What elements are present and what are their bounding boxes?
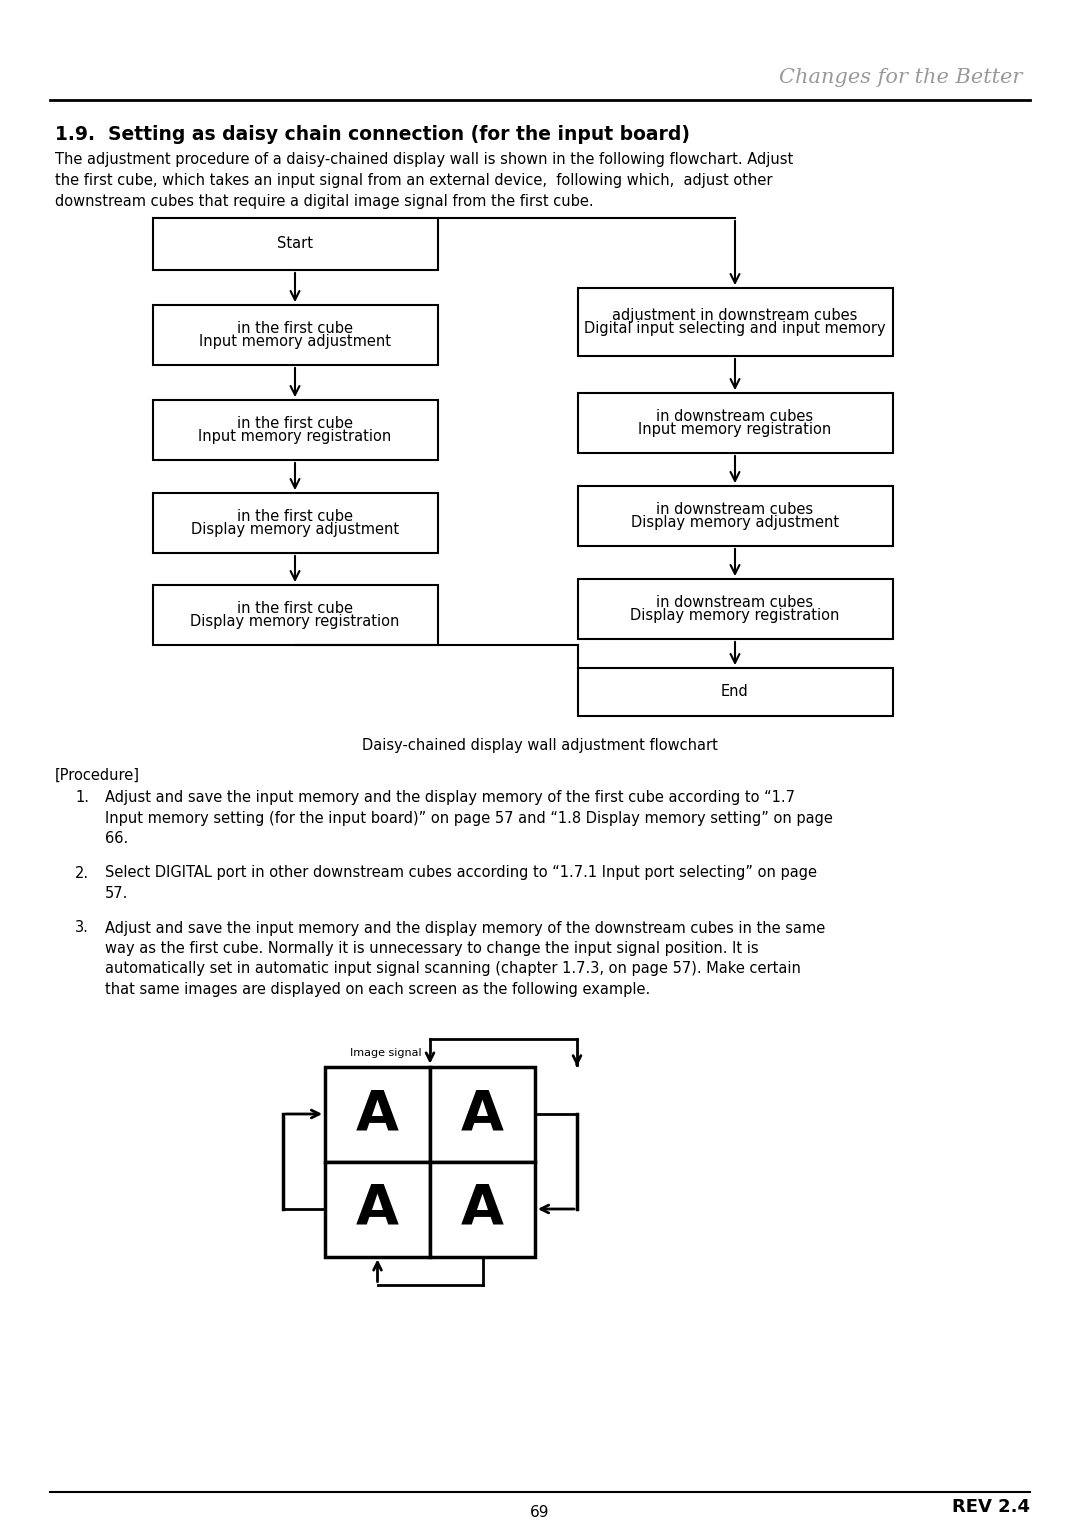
Text: Select DIGITAL port in other downstream cubes according to “1.7.1 Input port sel: Select DIGITAL port in other downstream … [105, 866, 816, 881]
Text: 2.: 2. [75, 866, 90, 881]
Text: in downstream cubes: in downstream cubes [657, 409, 813, 423]
Bar [578, 579, 892, 638]
Text: Display memory registration: Display memory registration [190, 614, 400, 629]
Bar [152, 400, 437, 460]
Text: REV 2.4: REV 2.4 [951, 1498, 1030, 1516]
Bar [578, 667, 892, 716]
Text: Adjust and save the input memory and the display memory of the first cube accord: Adjust and save the input memory and the… [105, 789, 795, 805]
Text: Adjust and save the input memory and the display memory of the downstream cubes : Adjust and save the input memory and the… [105, 921, 825, 936]
Text: Daisy-chained display wall adjustment flowchart: Daisy-chained display wall adjustment fl… [362, 738, 718, 753]
Text: way as the first cube. Normally it is unnecessary to change the input signal pos: way as the first cube. Normally it is un… [105, 941, 758, 956]
Text: Display memory adjustment: Display memory adjustment [631, 515, 839, 530]
Bar [152, 493, 437, 553]
Text: adjustment in downstream cubes: adjustment in downstream cubes [612, 307, 858, 322]
Text: Input memory registration: Input memory registration [199, 429, 392, 444]
Bar [325, 1066, 430, 1162]
Text: 3.: 3. [75, 921, 89, 936]
Text: Changes for the Better: Changes for the Better [779, 69, 1022, 87]
Text: Digital input selecting and input memory: Digital input selecting and input memory [584, 321, 886, 336]
Text: [Procedure]: [Procedure] [55, 768, 140, 783]
Text: Display memory adjustment: Display memory adjustment [191, 522, 400, 538]
Bar [578, 392, 892, 454]
Text: 57.: 57. [105, 886, 129, 901]
Text: Start: Start [276, 237, 313, 252]
Text: in the first cube: in the first cube [237, 600, 353, 615]
Text: in the first cube: in the first cube [237, 321, 353, 336]
Text: that same images are displayed on each screen as the following example.: that same images are displayed on each s… [105, 982, 650, 997]
Text: Input memory setting (for the input board)” on page 57 and “1.8 Display memory s: Input memory setting (for the input boar… [105, 811, 833, 826]
Text: Input memory registration: Input memory registration [638, 423, 832, 437]
Text: in the first cube: in the first cube [237, 415, 353, 431]
Text: in downstream cubes: in downstream cubes [657, 594, 813, 609]
Text: automatically set in automatic input signal scanning (chapter 1.7.3, on page 57): automatically set in automatic input sig… [105, 962, 801, 976]
Text: Input memory adjustment: Input memory adjustment [199, 334, 391, 350]
Text: 66.: 66. [105, 831, 129, 846]
Bar [152, 218, 437, 270]
Bar [325, 1162, 430, 1257]
Text: the first cube, which takes an input signal from an external device,  following : the first cube, which takes an input sig… [55, 173, 772, 188]
Bar [578, 289, 892, 356]
Text: The adjustment procedure of a daisy-chained display wall is shown in the followi: The adjustment procedure of a daisy-chai… [55, 153, 793, 166]
Text: Display memory registration: Display memory registration [631, 608, 839, 623]
Bar [152, 585, 437, 644]
Text: End: End [721, 684, 748, 699]
Text: in downstream cubes: in downstream cubes [657, 502, 813, 516]
Text: A: A [461, 1087, 504, 1141]
Text: downstream cubes that require a digital image signal from the first cube.: downstream cubes that require a digital … [55, 194, 594, 209]
Text: A: A [356, 1087, 399, 1141]
Text: A: A [356, 1182, 399, 1235]
Text: A: A [461, 1182, 504, 1235]
Text: 69: 69 [530, 1506, 550, 1519]
Text: 1.9.  Setting as daisy chain connection (for the input board): 1.9. Setting as daisy chain connection (… [55, 125, 690, 144]
Bar [430, 1162, 535, 1257]
Bar [578, 486, 892, 547]
Text: in the first cube: in the first cube [237, 508, 353, 524]
Bar [430, 1066, 535, 1162]
Text: Image signal: Image signal [350, 1049, 422, 1058]
Bar [152, 305, 437, 365]
Text: 1.: 1. [75, 789, 89, 805]
